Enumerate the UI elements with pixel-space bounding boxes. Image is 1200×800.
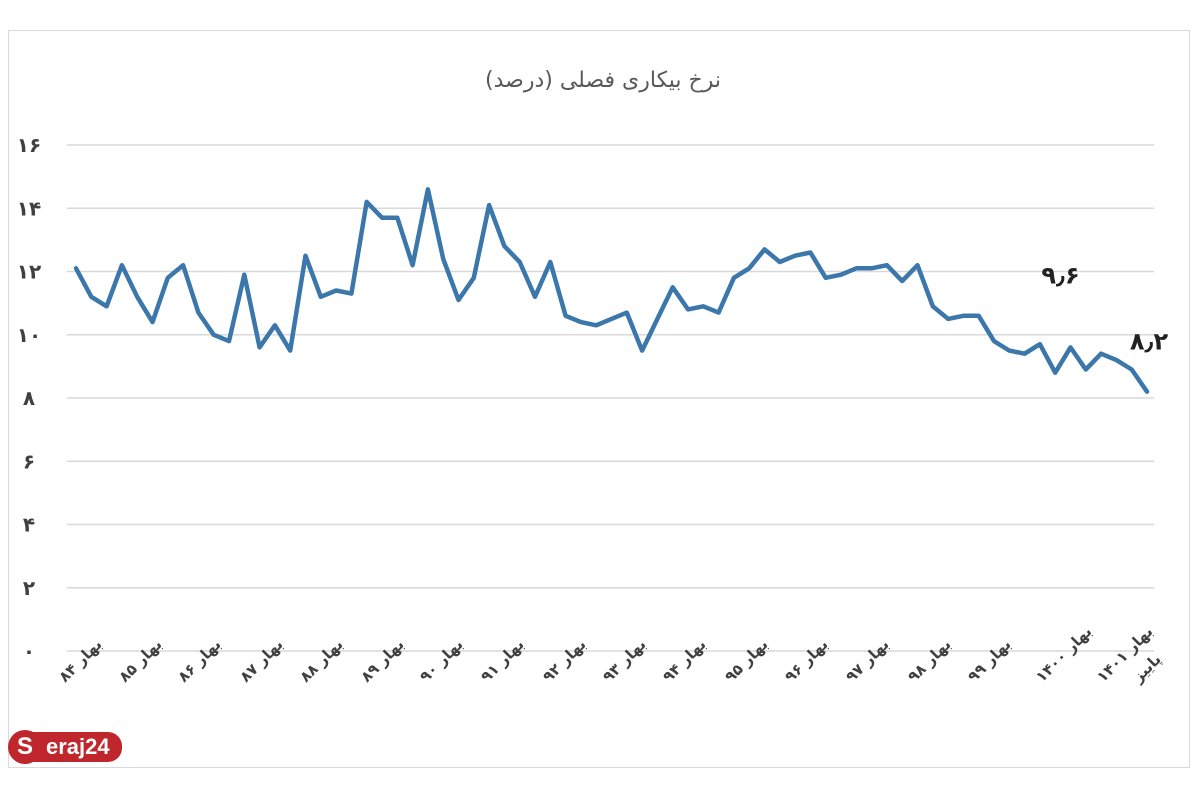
x-tick-label: بهار ۹۰	[416, 635, 466, 685]
x-tick-label: بهار ۸۵	[115, 635, 165, 685]
x-tick-label: بهار ۹۸	[904, 635, 954, 685]
y-tick-label: ۱۴	[17, 196, 41, 220]
x-tick-label: بهار ۹۷	[842, 635, 892, 685]
x-tick-label: بهار ۹۱	[477, 635, 527, 685]
chart-frame: نرخ بیکاری فصلی (درصد) ۰ ۲ ۴ ۶ ۸ ۱۰ ۱۲ ۱۴ ۱۶ بها…	[8, 30, 1190, 768]
y-tick-label: ۶	[23, 449, 35, 473]
seraj24-logo: S eraj24	[0, 730, 122, 764]
y-tick-label: ۴	[23, 513, 35, 537]
data-label: ۹٫۶	[1041, 261, 1079, 289]
y-tick-label: ۱۰	[17, 323, 41, 347]
x-tick-label: بهار ۹۳	[599, 635, 649, 685]
x-tick-label: بهار ۸۹	[357, 635, 407, 685]
y-tick-label: ۲	[23, 576, 35, 600]
line-chart: نرخ بیکاری فصلی (درصد) ۰ ۲ ۴ ۶ ۸ ۱۰ ۱۲ ۱۴ ۱۶ بها…	[17, 68, 1169, 687]
x-tick-label: بهار ۹۲	[539, 635, 589, 685]
series-line	[73, 187, 1150, 394]
x-tick-label: بهار ۹۹	[964, 635, 1014, 685]
x-tick-label: بهار ۹۶	[781, 635, 831, 685]
chart-title: نرخ بیکاری فصلی (درصد)	[485, 68, 721, 93]
x-tick-label: بهار ۹۴	[659, 635, 709, 685]
data-label: ۸٫۲	[1130, 328, 1169, 356]
x-tick-label: بهار ۸۷	[236, 635, 286, 685]
x-tick-label: بهار ۸۴	[55, 635, 105, 685]
y-tick-label: ۱۲	[17, 260, 41, 284]
y-tick-label: ۰	[23, 639, 35, 663]
x-tick-label: بهار ۹۵	[721, 635, 771, 685]
y-tick-label: ۸	[23, 386, 35, 410]
logo-badge: S	[8, 730, 42, 764]
x-tick-label: بهار ۸۶	[174, 635, 224, 685]
x-tick-label: بهار ۱۴۰۰	[1032, 622, 1095, 685]
x-tick-label: بهار ۸۸	[296, 635, 346, 685]
y-tick-label: ۱۶	[17, 133, 41, 157]
